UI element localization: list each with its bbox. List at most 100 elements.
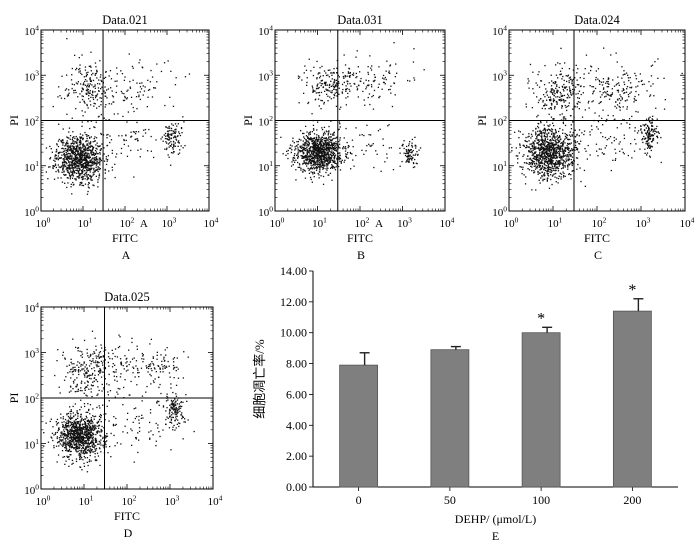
event-dot-late-apoptotic <box>536 96 538 98</box>
event-dot-viable <box>563 172 565 175</box>
event-dot-viable <box>95 147 97 149</box>
event-dot-viable <box>86 176 88 178</box>
event-dot-early-apoptotic <box>170 134 172 136</box>
event-dot-viable <box>85 172 88 174</box>
event-dot-late-apoptotic <box>92 86 95 88</box>
event-dot-viable <box>308 159 310 161</box>
event-dot-viable <box>74 160 76 162</box>
event-dot-late-apoptotic <box>330 98 333 100</box>
event-dot-viable <box>315 144 317 146</box>
event-dot-late-apoptotic <box>557 96 559 98</box>
event-dot-scatter-upper <box>347 83 349 85</box>
event-dot-late-apoptotic <box>319 77 321 79</box>
event-dot-viable <box>563 175 565 177</box>
event-dot-viable <box>76 137 78 139</box>
event-dot-late-apoptotic <box>569 96 571 99</box>
event-dot-viable <box>312 173 314 175</box>
x-tick-label: 101 <box>78 215 93 230</box>
event-dot-viable <box>310 137 312 140</box>
event-dot-early-apoptotic <box>647 126 650 128</box>
event-dot-viable <box>543 132 545 134</box>
event-dot-viable <box>72 167 74 169</box>
event-dot-viable <box>81 456 83 459</box>
event-dot-viable <box>544 137 546 140</box>
event-dot-late-apoptotic <box>555 64 557 66</box>
event-dot-viable <box>541 147 543 149</box>
event-dot-late-apoptotic <box>563 101 565 103</box>
event-dot-scatter-upper <box>628 79 630 82</box>
event-dot-late-apoptotic <box>566 89 568 91</box>
event-dot-scatter-upper <box>615 107 618 109</box>
event-dot-viable <box>300 150 302 152</box>
x-tick-label-base: 10 <box>120 218 132 230</box>
event-dot-late-apoptotic <box>570 94 573 96</box>
event-dot-viable <box>546 171 548 173</box>
event-dot-late-apoptotic <box>305 69 308 71</box>
event-dot-viable <box>331 144 334 146</box>
event-dot-viable <box>68 166 70 168</box>
event-dot-viable <box>316 163 318 165</box>
event-dot-late-apoptotic <box>563 100 565 102</box>
event-dot-late-apoptotic <box>312 90 314 93</box>
event-dot-viable <box>321 153 323 155</box>
x-tick-label-base: 10 <box>548 218 560 230</box>
event-dot-viable <box>325 171 327 174</box>
event-dot-late-apoptotic <box>79 101 81 103</box>
event-dot-viable <box>565 147 567 149</box>
event-dot-viable <box>537 155 539 157</box>
event-dot-viable <box>568 154 570 156</box>
event-dot-viable <box>75 158 77 160</box>
event-dot-viable <box>553 162 555 165</box>
event-dot-scatter-lower <box>562 116 565 118</box>
event-dot-early-apoptotic <box>409 157 411 159</box>
event-dot-viable <box>76 146 78 148</box>
event-dot-viable <box>304 143 306 145</box>
event-dot-viable <box>76 176 78 178</box>
event-dot-scatter-lower <box>609 136 612 138</box>
event-dot-scatter-lower <box>635 143 637 145</box>
y-tick-label: 101 <box>258 159 273 174</box>
event-dot-viable <box>90 168 92 170</box>
event-dot-viable <box>549 171 551 173</box>
event-dot-viable <box>336 157 338 159</box>
event-dot-viable <box>68 131 70 133</box>
event-dot-scatter-upper <box>588 100 590 102</box>
event-dot-late-apoptotic <box>543 84 546 86</box>
event-dot-viable <box>88 136 91 139</box>
event-dot-scatter-upper <box>130 103 133 105</box>
event-dot-scatter-lower <box>602 136 604 138</box>
event-dot-viable <box>320 143 323 145</box>
event-dot-viable <box>543 159 545 161</box>
event-dot-viable <box>302 156 304 159</box>
event-dot-scatter-upper <box>607 82 609 85</box>
event-dot-late-apoptotic <box>329 83 331 86</box>
event-dot-viable <box>332 134 334 136</box>
event-dot-late-apoptotic <box>547 96 550 98</box>
event-dot-scatter-upper <box>389 88 391 91</box>
event-dot-viable <box>329 148 331 150</box>
scatter-dots <box>511 47 683 191</box>
event-dot-early-apoptotic <box>165 141 167 143</box>
event-dot-viable <box>550 148 553 151</box>
event-dot-late-apoptotic <box>330 85 332 87</box>
event-dot-viable <box>530 150 533 152</box>
event-dot-viable <box>328 144 330 146</box>
event-dot-late-apoptotic <box>77 81 79 83</box>
event-dot-viable <box>304 148 306 150</box>
event-dot-viable <box>61 154 63 156</box>
event-dot-scatter-upper <box>393 42 395 44</box>
event-dot-viable <box>97 186 99 188</box>
event-dot-viable <box>546 153 548 155</box>
event-dot-viable <box>561 150 563 153</box>
event-dot-late-apoptotic <box>565 106 567 109</box>
event-dot-scatter-lower <box>614 159 616 161</box>
event-dot-early-apoptotic <box>165 135 167 137</box>
event-dot-scatter-lower <box>132 131 135 133</box>
event-dot-viable <box>74 151 76 153</box>
event-dot-scatter-upper <box>610 95 612 97</box>
event-dot-viable <box>542 132 544 134</box>
event-dot-early-apoptotic <box>183 121 185 123</box>
event-dot-viable <box>99 162 101 164</box>
event-dot-viable <box>326 147 328 149</box>
event-dot-viable <box>315 148 317 150</box>
